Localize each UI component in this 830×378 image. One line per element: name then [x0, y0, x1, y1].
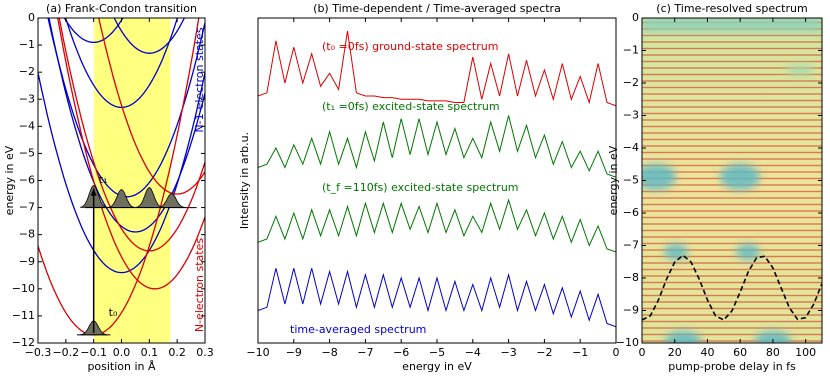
y-tick-label: −6	[623, 206, 639, 219]
y-tick-label: −8	[623, 271, 639, 284]
y-tick-label: 0	[632, 11, 639, 24]
energy-curve	[98, 18, 205, 195]
heatmap	[642, 18, 822, 343]
x-tick-label: 0.3	[196, 346, 214, 359]
series-line	[258, 198, 616, 253]
y-tick-label: −7	[19, 201, 35, 214]
x-tick-label: 40	[700, 346, 714, 359]
series-label: (t_f =110fs) excited-state spectrum	[322, 181, 519, 194]
energy-curve	[38, 72, 205, 274]
y-tick-label: 0	[28, 11, 35, 24]
chart-title: (c) Time-resolved spectrum	[656, 2, 807, 15]
chart-title: (a) Frank-Condon transition	[46, 2, 197, 15]
wave-packet	[158, 193, 186, 208]
annotation: N-1-electron states	[193, 27, 206, 132]
series-line	[258, 268, 616, 328]
y-tick-label: −5	[19, 146, 35, 159]
x-tick-label: 20	[668, 346, 682, 359]
series-line	[642, 254, 822, 321]
series-line	[258, 115, 616, 178]
y-axis-label: energy in eV	[3, 145, 16, 215]
x-tick-label: −7	[357, 346, 373, 359]
y-tick-label: −5	[623, 174, 639, 187]
y-tick-label: −7	[623, 239, 639, 252]
energy-curve	[58, 18, 205, 252]
y-tick-label: −6	[19, 174, 35, 187]
arrow-head	[90, 188, 97, 196]
x-tick-label: 0.0	[113, 346, 131, 359]
y-axis-label: energy in eV	[607, 145, 620, 215]
energy-curve	[57, 18, 205, 290]
x-tick-label: −8	[321, 346, 337, 359]
plot-area	[38, 18, 205, 336]
y-tick-label: −10	[616, 336, 639, 349]
y-tick-label: −2	[623, 76, 639, 89]
x-tick-label: 80	[766, 346, 780, 359]
y-tick-label: −1	[623, 44, 639, 57]
x-tick-label: 100	[795, 346, 816, 359]
series-label: time-averaged spectrum	[290, 323, 426, 336]
energy-curve	[38, 18, 200, 336]
x-tick-label: −0.3	[25, 346, 52, 359]
x-tick-label: −0.1	[80, 346, 107, 359]
series-label: (t₁ =0fs) excited-state spectrum	[322, 100, 500, 113]
annotation: t₀	[109, 306, 118, 319]
wave-packet	[107, 189, 136, 208]
wave-packet	[135, 187, 163, 208]
plot-area	[258, 30, 616, 328]
x-axis-label: energy in eV	[402, 360, 472, 373]
series-label: (t₀ =0fs) ground-state spectrum	[322, 40, 498, 53]
x-tick-label: −6	[393, 346, 409, 359]
y-tick-label: −1	[19, 38, 35, 51]
x-tick-label: 60	[733, 346, 747, 359]
x-tick-label: −1	[572, 346, 588, 359]
y-tick-label: −4	[19, 119, 35, 132]
y-tick-label: −4	[623, 141, 639, 154]
y-tick-label: −10	[12, 282, 35, 295]
y-tick-label: −2	[19, 65, 35, 78]
x-axis-label: pump-probe delay in fs	[668, 360, 796, 373]
y-tick-label: −8	[19, 228, 35, 241]
energy-curve	[113, 18, 186, 54]
series-line	[258, 30, 616, 107]
x-tick-label: −0.2	[52, 346, 79, 359]
y-tick-label: −12	[12, 336, 35, 349]
x-tick-label: −9	[286, 346, 302, 359]
x-tick-label: 0.1	[141, 346, 159, 359]
y-tick-label: −3	[19, 92, 35, 105]
y-tick-label: −9	[19, 255, 35, 268]
x-tick-label: 0	[613, 346, 620, 359]
chart-title: (b) Time-dependent / Time-averaged spect…	[313, 2, 561, 15]
annotation: t₁	[99, 173, 108, 186]
x-axis-label: position in Å	[87, 360, 156, 373]
plot-area	[642, 254, 822, 321]
y-axis-label: Intensity in arb.u.	[238, 132, 251, 229]
x-tick-label: 0	[639, 346, 646, 359]
x-tick-label: −3	[500, 346, 516, 359]
y-tick-label: −11	[12, 309, 35, 322]
x-tick-label: −5	[429, 346, 445, 359]
y-tick-label: −3	[623, 109, 639, 122]
x-tick-label: 0.2	[168, 346, 186, 359]
x-tick-label: −4	[465, 346, 481, 359]
y-tick-label: −9	[623, 304, 639, 317]
x-tick-label: −10	[246, 346, 269, 359]
annotation: N-electron states	[193, 238, 206, 332]
x-tick-label: −2	[536, 346, 552, 359]
